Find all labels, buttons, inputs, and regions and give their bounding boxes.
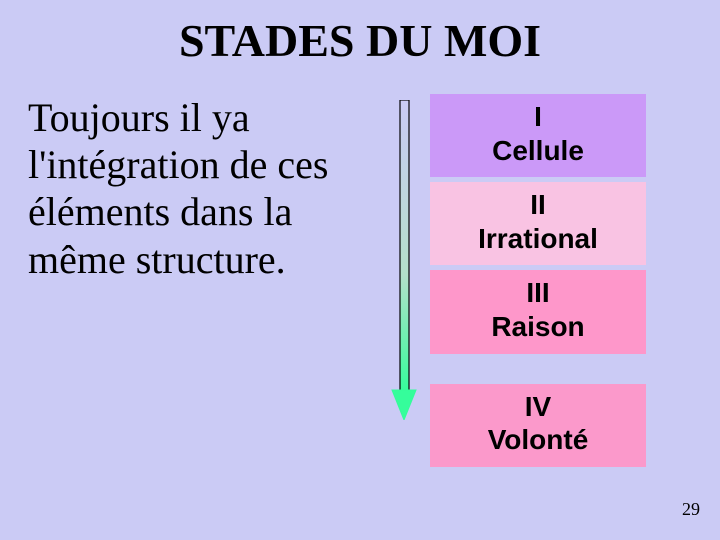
stage-box-2: II Irrational (430, 182, 646, 265)
stage-box-3: III Raison (430, 270, 646, 353)
stage-box-4: IV Volonté (430, 384, 646, 467)
stage-label: Raison (430, 310, 646, 344)
page-number: 29 (682, 499, 700, 520)
body-paragraph: Toujours il ya l'intégration de ces élém… (28, 94, 368, 283)
stage-numeral: IV (430, 390, 646, 424)
slide-title: STADES DU MOI (0, 14, 720, 67)
stage-numeral: I (430, 100, 646, 134)
downward-arrow-icon (389, 100, 419, 420)
stage-box-1: I Cellule (430, 94, 646, 177)
stage-label: Cellule (430, 134, 646, 168)
stages-column: I Cellule II Irrational III Raison IV Vo… (430, 94, 660, 467)
stage-numeral: II (430, 188, 646, 222)
stage-label: Irrational (430, 222, 646, 256)
stage-label: Volonté (430, 423, 646, 457)
stage-numeral: III (430, 276, 646, 310)
